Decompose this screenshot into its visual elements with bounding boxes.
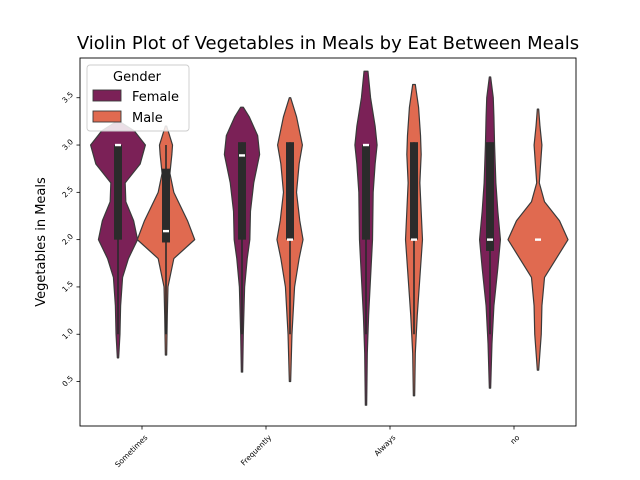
legend: Gender Female Male	[86, 64, 190, 132]
violin-median-marker	[411, 238, 417, 241]
x-tick-label-sometimes: Sometimes	[113, 433, 149, 469]
legend-label-female: Female	[132, 90, 179, 105]
violin-median-marker	[115, 143, 121, 147]
y-tick-label: 2.0	[60, 232, 75, 247]
violin-iqr-box	[238, 142, 246, 240]
x-tick-label-no: no	[508, 433, 521, 446]
legend-title: Gender	[113, 70, 162, 85]
violin-iqr-box	[486, 142, 494, 251]
violin-median-marker	[239, 154, 245, 157]
legend-swatch-male	[92, 110, 122, 123]
violin-iqr-box	[410, 142, 418, 240]
violin-median-marker	[163, 229, 169, 233]
y-tick-label: 2.5	[60, 184, 75, 199]
plot-area: 0.5 1.0 1.5 2.0 2.5 3.0 3.5 Sometimes Frequentl…	[60, 57, 577, 469]
violins-group	[90, 70, 569, 406]
violin-median-marker	[535, 238, 541, 241]
y-tick-label: 1.0	[60, 326, 75, 341]
violin-iqr-box	[114, 145, 122, 240]
legend-label-male: Male	[132, 111, 163, 126]
violin-median-marker	[287, 238, 293, 241]
plot-frame	[79, 57, 577, 427]
y-tick-label: 3.0	[60, 137, 75, 152]
y-tick-label: 3.5	[60, 90, 75, 105]
chart-title: Violin Plot of Vegetables in Meals by Ea…	[77, 33, 579, 54]
y-tick-label: 1.5	[60, 279, 75, 294]
violin-iqr-box	[362, 145, 370, 240]
legend-swatch-female	[92, 89, 122, 102]
x-tick-label-frequently: Frequently	[239, 433, 274, 468]
violin-median-marker	[487, 238, 493, 241]
x-tick-label-always: Always	[372, 433, 397, 458]
y-tick-label: 0.5	[60, 374, 75, 389]
x-axis-ticks: Sometimes Frequently Always no	[113, 426, 522, 469]
violin-iqr-box	[286, 142, 294, 240]
y-axis-ticks: 0.5 1.0 1.5 2.0 2.5 3.0 3.5	[60, 90, 80, 389]
violin-median-marker	[363, 143, 369, 147]
y-axis-label: Vegetables in Meals	[34, 177, 49, 307]
violin-iqr-box	[162, 168, 170, 243]
